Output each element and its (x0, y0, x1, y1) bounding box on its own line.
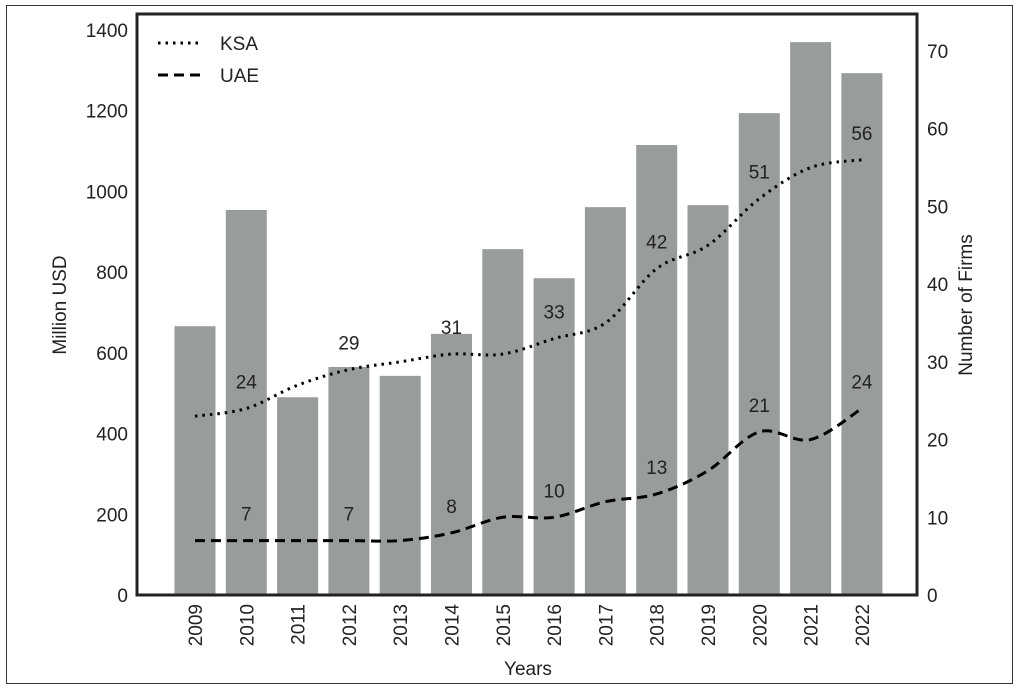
x-tick-2012: 2012 (340, 604, 361, 646)
legend-uae-label: UAE (220, 66, 259, 87)
x-tick-2022: 2022 (853, 604, 874, 646)
point-label-uae-2020: 21 (749, 396, 770, 417)
point-label-ksa-2014: 31 (441, 318, 462, 339)
bar-2021 (790, 42, 832, 596)
x-tick-2018: 2018 (648, 604, 669, 646)
point-label-ksa-2020: 51 (749, 163, 770, 184)
point-label-uae-2014: 8 (446, 497, 457, 518)
x-tick-2020: 2020 (750, 604, 771, 646)
right-tick-70: 70 (927, 42, 948, 63)
x-tick-2009: 2009 (186, 604, 207, 646)
point-label-uae-2022: 24 (851, 372, 873, 393)
x-tick-2017: 2017 (596, 604, 617, 646)
point-label-uae-2010: 7 (241, 505, 252, 526)
left-tick-1000: 1000 (86, 182, 128, 203)
right-tick-0: 0 (927, 586, 938, 607)
bar-2019 (687, 205, 729, 595)
bar-2020 (738, 113, 780, 595)
bars-group (174, 42, 883, 596)
line-uae (194, 407, 863, 543)
x-tick-2019: 2019 (699, 604, 720, 646)
point-label-ksa-2012: 29 (338, 334, 359, 355)
x-tick-2010: 2010 (237, 604, 258, 646)
x-tick-2016: 2016 (545, 604, 566, 646)
lines-group (194, 158, 863, 543)
left-tick-0: 0 (117, 586, 128, 607)
left-axis-label: Million USD (50, 255, 71, 354)
point-label-ksa-2018: 42 (646, 233, 667, 254)
bar-2012 (328, 366, 370, 595)
left-tick-200: 200 (96, 505, 128, 526)
bar-2016 (533, 278, 575, 595)
point-label-uae-2018: 13 (646, 458, 667, 479)
right-tick-50: 50 (927, 197, 948, 218)
point-label-ksa-2022: 56 (851, 124, 872, 145)
left-axis-ticks: 0 200 400 600 800 1000 1200 1400 (86, 21, 128, 607)
left-tick-1200: 1200 (86, 102, 128, 123)
right-axis-ticks: 0 10 20 30 40 50 60 70 (927, 42, 948, 607)
figure-frame (6, 5, 1013, 684)
bar-2013 (379, 375, 421, 595)
x-tick-2015: 2015 (494, 604, 515, 646)
x-axis-ticks: 2009 2010 2011 2012 2013 2014 2015 2016 2017 2018… (186, 604, 874, 647)
x-tick-2013: 2013 (391, 604, 412, 646)
x-tick-2011: 2011 (289, 604, 310, 645)
right-tick-20: 20 (927, 431, 948, 452)
point-label-uae-2012: 7 (344, 505, 355, 526)
bar-2017 (584, 207, 626, 596)
right-tick-10: 10 (927, 508, 948, 529)
left-tick-400: 400 (96, 425, 128, 446)
left-tick-600: 600 (96, 344, 128, 365)
x-tick-2014: 2014 (443, 604, 464, 647)
bar-2009 (174, 326, 216, 595)
legend-ksa-label: KSA (220, 34, 258, 55)
point-label-ksa-2016: 33 (544, 303, 565, 324)
legend: KSA UAE (158, 34, 259, 87)
right-tick-40: 40 (927, 275, 948, 296)
bar-2022 (841, 73, 883, 596)
bar-2014 (431, 333, 472, 595)
bar-2011 (277, 397, 319, 595)
plot-area-border (135, 12, 919, 597)
left-tick-1400: 1400 (86, 21, 128, 42)
bar-2010 (225, 209, 267, 595)
point-label-uae-2016: 10 (544, 481, 565, 502)
point-labels-group: 24 29 31 33 42 51 56 7 7 8 10 13 21 24 (236, 124, 873, 526)
right-axis-label: Number of Firms (956, 234, 977, 375)
point-label-ksa-2010: 24 (236, 372, 258, 393)
left-tick-800: 800 (96, 263, 128, 284)
bar-2015 (482, 249, 524, 595)
x-tick-2021: 2021 (802, 604, 823, 646)
right-tick-30: 30 (927, 353, 948, 374)
x-axis-label: Years (504, 659, 552, 680)
bar-2018 (636, 145, 678, 595)
right-tick-60: 60 (927, 120, 948, 141)
